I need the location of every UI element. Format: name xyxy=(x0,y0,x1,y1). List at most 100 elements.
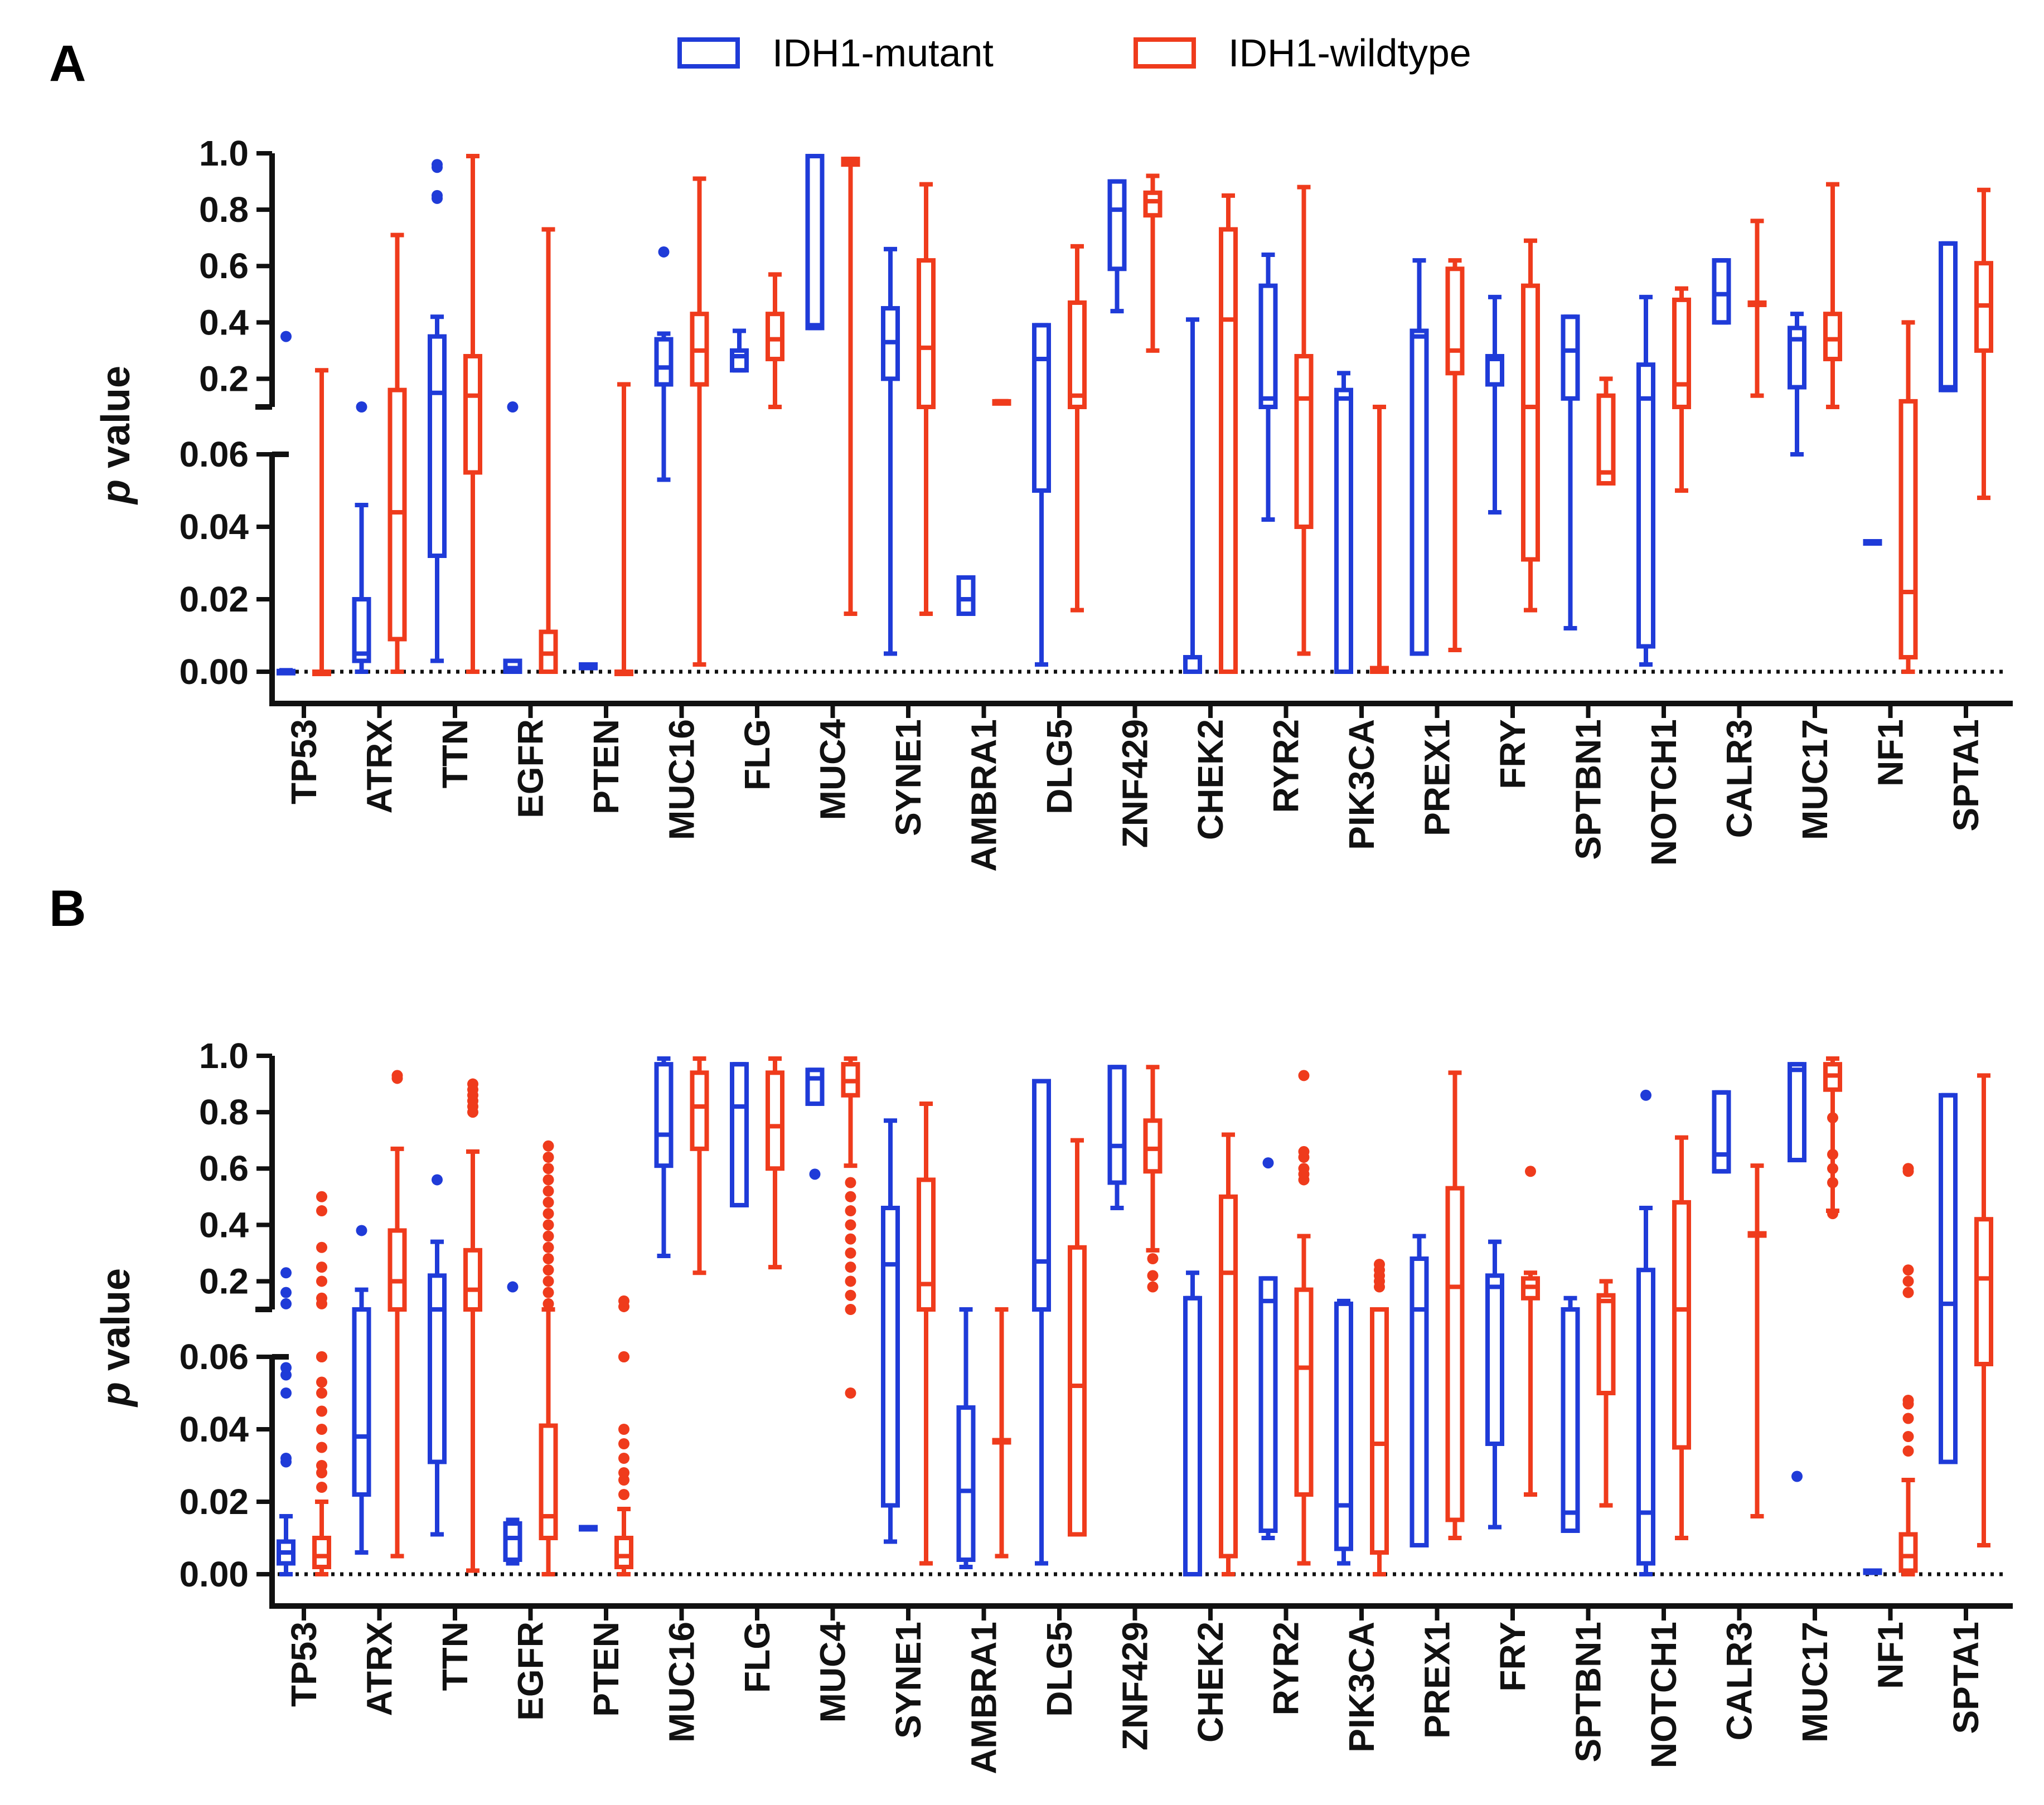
box-a-idh1-mutant-ambra1 xyxy=(956,575,976,616)
box-b-idh1-mutant-dlg5 xyxy=(1032,1079,1051,1312)
box-b-idh1-mutant-muc4 xyxy=(805,1068,825,1106)
outlier-point xyxy=(845,1233,856,1245)
box-b-idh1-wildtype-atrx xyxy=(388,1228,407,1312)
outlier-point xyxy=(845,1387,856,1399)
y-tick-label: 1.0 xyxy=(199,133,249,173)
outlier-point xyxy=(543,1287,554,1298)
box-b-idh1-wildtype-notch1 xyxy=(1672,1200,1691,1450)
box-b-idh1-mutant-prex1 xyxy=(1410,1256,1429,1547)
x-tick-label: SPTBN1 xyxy=(1568,719,1609,860)
outlier-point xyxy=(543,1152,554,1163)
box-b-idh1-wildtype-pik3ca xyxy=(1370,1307,1389,1555)
box-b-idh1-mutant-egfr xyxy=(503,1521,522,1562)
box-b-idh1-mutant-muc17 xyxy=(1788,1062,1806,1163)
outlier-point xyxy=(845,1261,856,1273)
y-axis-label-rest: value xyxy=(94,366,138,479)
y-tick-label: 0.02 xyxy=(179,579,249,619)
outlier-point xyxy=(543,1219,554,1231)
box-b-idh1-wildtype-egfr xyxy=(539,1423,558,1540)
legend-swatch-mutant xyxy=(677,37,740,69)
outlier-point xyxy=(543,1140,554,1152)
outlier-point xyxy=(618,1351,629,1362)
x-tick-label: NF1 xyxy=(1871,719,1911,787)
box-a-idh1-mutant-notch1 xyxy=(1636,362,1655,649)
outlier-point xyxy=(1902,1395,1914,1406)
box-b-idh1-wildtype-nf1 xyxy=(1898,1532,1918,1573)
box-a-idh1-mutant-sptbn1 xyxy=(1561,314,1580,401)
x-tick-label: FRY xyxy=(1493,1622,1533,1692)
x-tick-label: FRY xyxy=(1493,719,1533,789)
x-tick-label: TTN xyxy=(435,719,475,788)
outlier-point xyxy=(356,1225,367,1236)
y-tick-label: 0.2 xyxy=(199,1261,249,1301)
outlier-point xyxy=(316,1241,327,1253)
x-tick-label: EGFR xyxy=(511,1622,551,1721)
outlier-point xyxy=(280,1387,292,1399)
box-a-idh1-mutant-spta1 xyxy=(1939,241,1958,392)
box-b-idh1-wildtype-flg xyxy=(766,1070,784,1171)
outlier-point xyxy=(316,1442,327,1453)
x-tick-label: MUC16 xyxy=(662,1622,702,1743)
box-a-idh1-wildtype-notch1 xyxy=(1672,297,1691,410)
outlier-point xyxy=(1902,1275,1914,1287)
outlier-point xyxy=(316,1482,327,1493)
x-tick-label: CHEK2 xyxy=(1190,1622,1231,1743)
outlier-point xyxy=(280,1267,292,1279)
outlier-point xyxy=(316,1405,327,1417)
x-tick-label: SPTA1 xyxy=(1946,1622,1986,1734)
outlier-point xyxy=(543,1230,554,1242)
y-tick-label: 0.02 xyxy=(179,1482,249,1522)
box-a-idh1-mutant-calr3 xyxy=(1712,258,1731,325)
outlier-point xyxy=(280,1362,292,1374)
box-a-idh1-mutant-atrx xyxy=(352,597,371,663)
outlier-point xyxy=(316,1387,327,1399)
box-a-idh1-mutant-muc17 xyxy=(1788,326,1806,390)
outlier-point xyxy=(845,1289,856,1301)
x-tick-label: ATRX xyxy=(360,719,400,814)
outlier-point xyxy=(316,1205,327,1217)
outlier-point xyxy=(1902,1413,1914,1424)
outlier-point xyxy=(391,1070,403,1081)
box-a-idh1-mutant-prex1 xyxy=(1410,328,1429,656)
outlier-point xyxy=(316,1376,327,1388)
box-a-idh1-wildtype-atrx xyxy=(388,387,407,642)
outlier-point xyxy=(543,1275,554,1287)
x-tick-label: CALR3 xyxy=(1720,719,1760,838)
box-b-idh1-mutant-chek2 xyxy=(1183,1295,1202,1576)
y-tick-label: 0.4 xyxy=(199,302,249,342)
box-b-idh1-mutant-znf429 xyxy=(1107,1065,1127,1185)
box-a-idh1-mutant-fry xyxy=(1485,354,1504,387)
chart-panel-b: 0.2 0.4 0.6 0.8 1.0 0.00 0.02 0.04 0.06 p value TP… xyxy=(94,1036,2013,1774)
outlier-point xyxy=(1791,1471,1803,1482)
outlier-point xyxy=(618,1467,629,1478)
outlier-point xyxy=(845,1304,856,1315)
box-a-idh1-mutant-muc4 xyxy=(805,154,825,331)
y-tick-label: 0.8 xyxy=(199,1092,249,1132)
box-a-idh1-wildtype-dlg5 xyxy=(1068,300,1087,410)
x-tick-label: EGFR xyxy=(511,719,551,818)
outlier-point xyxy=(845,1205,856,1217)
outlier-point xyxy=(543,1264,554,1276)
x-tick-label: NOTCH1 xyxy=(1644,1622,1684,1768)
outlier-point xyxy=(432,159,443,171)
box-b-idh1-mutant-ryr2 xyxy=(1258,1276,1278,1534)
box-a-idh1-mutant-znf429 xyxy=(1107,179,1127,271)
x-tick-label: MUC17 xyxy=(1795,1622,1835,1743)
box-a-idh1-wildtype-sptbn1 xyxy=(1596,393,1616,486)
box-b-idh1-mutant-flg xyxy=(730,1062,749,1207)
outlier-point xyxy=(845,1177,856,1188)
legend-label-wildtype: IDH1-wildtype xyxy=(1228,31,1471,75)
chart-panel-a: 0.2 0.4 0.6 0.8 1.0 0.00 0.02 0.04 0.06 p value TP… xyxy=(94,133,2013,872)
box-b-idh1-wildtype-pten xyxy=(614,1536,633,1569)
x-tick-label: ZNF429 xyxy=(1115,719,1155,848)
outlier-point xyxy=(543,1208,554,1220)
x-tick-label: ATRX xyxy=(360,1622,400,1716)
box-a-idh1-wildtype-ttn xyxy=(463,354,482,475)
y-axis-label: p value xyxy=(94,366,138,505)
outlier-point xyxy=(618,1453,629,1464)
box-a-idh1-mutant-ryr2 xyxy=(1258,283,1278,409)
outlier-point xyxy=(1147,1281,1159,1293)
outlier-point xyxy=(1298,1163,1310,1175)
box-a-idh1-wildtype-chek2 xyxy=(1219,227,1238,674)
box-b-idh1-mutant-muc16 xyxy=(654,1062,674,1168)
